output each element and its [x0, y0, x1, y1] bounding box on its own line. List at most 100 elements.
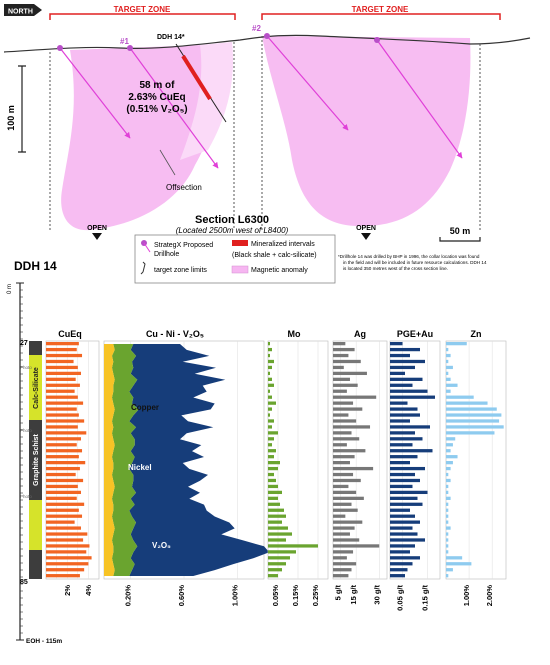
pge-bar: [390, 466, 425, 471]
ag-bar: [333, 383, 358, 387]
cueq-bar: [46, 466, 80, 471]
mo-title: Mo: [288, 329, 301, 339]
depth-end-label: 85: [20, 579, 28, 586]
cueq-panel: CuEq 2% 4%: [45, 329, 100, 596]
mo-bar: [268, 431, 278, 435]
pge-bar: [390, 461, 410, 465]
cueq-bar: [46, 425, 78, 429]
cueq-bar: [46, 437, 81, 441]
cuniv-tick-label: 1.00%: [230, 585, 239, 607]
cueq-tick-label: 4%: [84, 585, 93, 596]
mo-bar: [268, 407, 272, 411]
depth-top-label: 0 m: [7, 284, 13, 294]
zn-bar: [446, 443, 453, 447]
pge-bar: [390, 574, 405, 578]
magnetic-anomaly-left: [61, 44, 228, 231]
ag-bar: [333, 455, 355, 459]
ag-bar: [333, 425, 371, 429]
target-zone-label-left: TARGET ZONE: [114, 5, 171, 14]
pge-title: PGE+Au: [397, 329, 433, 339]
eoh-label: EOH - 115m: [26, 638, 62, 645]
mo-bar: [268, 455, 274, 459]
zn-bar: [446, 419, 500, 423]
calc-silicate-band-lower: [29, 500, 42, 550]
pge-bar: [390, 538, 425, 542]
magnetic-anomaly-offsection: [180, 42, 233, 160]
open-label-right: OPEN: [356, 225, 376, 232]
zn-bar: [446, 556, 463, 560]
cueq-bar: [46, 455, 79, 459]
cuniv-title: Cu - Ni - V₂O₅: [146, 329, 204, 339]
north-arrow-icon: [4, 4, 42, 16]
section-title: Section L6300: [195, 214, 269, 226]
mo-tick-label: 0.05%: [271, 585, 280, 607]
cueq-bar: [46, 532, 88, 536]
zn-bar: [446, 550, 449, 554]
target-zone-bracket-right: [261, 13, 501, 20]
zn-bar: [446, 574, 449, 578]
zn-title: Zn: [471, 329, 482, 339]
mo-bar: [268, 574, 278, 578]
ag-bar: [333, 532, 350, 536]
mo-bar: [268, 550, 296, 554]
cueq-bar: [46, 365, 78, 370]
mo-bar: [268, 365, 272, 370]
ag-bar: [333, 365, 344, 370]
pge-tick-label: 0.15 g/t: [421, 584, 430, 610]
v2o5-area: [129, 344, 270, 576]
mo-bar: [268, 377, 272, 381]
footnote-line2: in the field and will be included in fut…: [343, 260, 487, 265]
legend-proposed-1: StrategX Proposed: [154, 242, 213, 249]
open-arrow-left-icon: [92, 233, 102, 240]
open-label-left: OPEN: [87, 225, 107, 232]
zn-bar: [446, 478, 451, 483]
cueq-bar: [46, 502, 85, 506]
ag-bar: [333, 389, 347, 393]
pge-bar: [390, 395, 435, 399]
ag-bar: [333, 342, 346, 346]
mo-panel: Mo 0.05% 0.15% 0.25%: [267, 329, 329, 607]
photo-label-3: Photo: [20, 494, 32, 499]
cuniv-series-label: Copper: [131, 403, 159, 412]
ag-bar: [333, 466, 374, 471]
ag-bar: [333, 514, 346, 518]
cueq-bar: [46, 568, 85, 572]
cueq-bar: [46, 461, 86, 465]
pge-bar: [390, 490, 428, 495]
footnote-line3: is located 350 metres west of the cross …: [343, 266, 448, 271]
ag-title: Ag: [354, 329, 366, 339]
ag-bar: [333, 544, 380, 548]
cuniv-series-label: V₂O₅: [152, 541, 171, 550]
ag-bar: [333, 413, 349, 417]
zn-bar: [446, 520, 449, 524]
zn-bar: [446, 377, 451, 381]
mo-bar: [268, 490, 282, 495]
pge-bar: [390, 431, 415, 435]
mo-bar: [268, 514, 286, 518]
mo-bar: [268, 449, 276, 453]
zn-bar: [446, 389, 451, 393]
cueq-bar: [46, 443, 77, 447]
cueq-bar: [46, 407, 77, 411]
pge-bar: [390, 496, 418, 500]
zn-bar: [446, 365, 453, 370]
ag-bar: [333, 496, 364, 500]
ag-bar: [333, 490, 357, 495]
cueq-tick-label: 2%: [63, 585, 72, 596]
zn-bar: [446, 437, 456, 441]
ag-bar: [333, 556, 347, 560]
ag-bar: [333, 526, 355, 530]
pge-bar: [390, 562, 413, 566]
footnote-line1: *Drillhole 14 was drilled by BHP in 1996…: [338, 254, 480, 259]
pge-bar: [390, 568, 408, 572]
pge-bar: [390, 443, 413, 447]
magnetic-anomaly-right: [262, 36, 471, 227]
mo-bar: [268, 562, 286, 566]
ag-bar: [333, 347, 355, 352]
pge-bar: [390, 419, 410, 423]
mo-bar: [268, 461, 280, 465]
photo-label-2: Photo: [20, 428, 32, 433]
pge-bar: [390, 472, 415, 477]
zn-tick-label: 1.00%: [462, 585, 471, 607]
legend-magnetic: Magnetic anomaly: [251, 267, 308, 274]
